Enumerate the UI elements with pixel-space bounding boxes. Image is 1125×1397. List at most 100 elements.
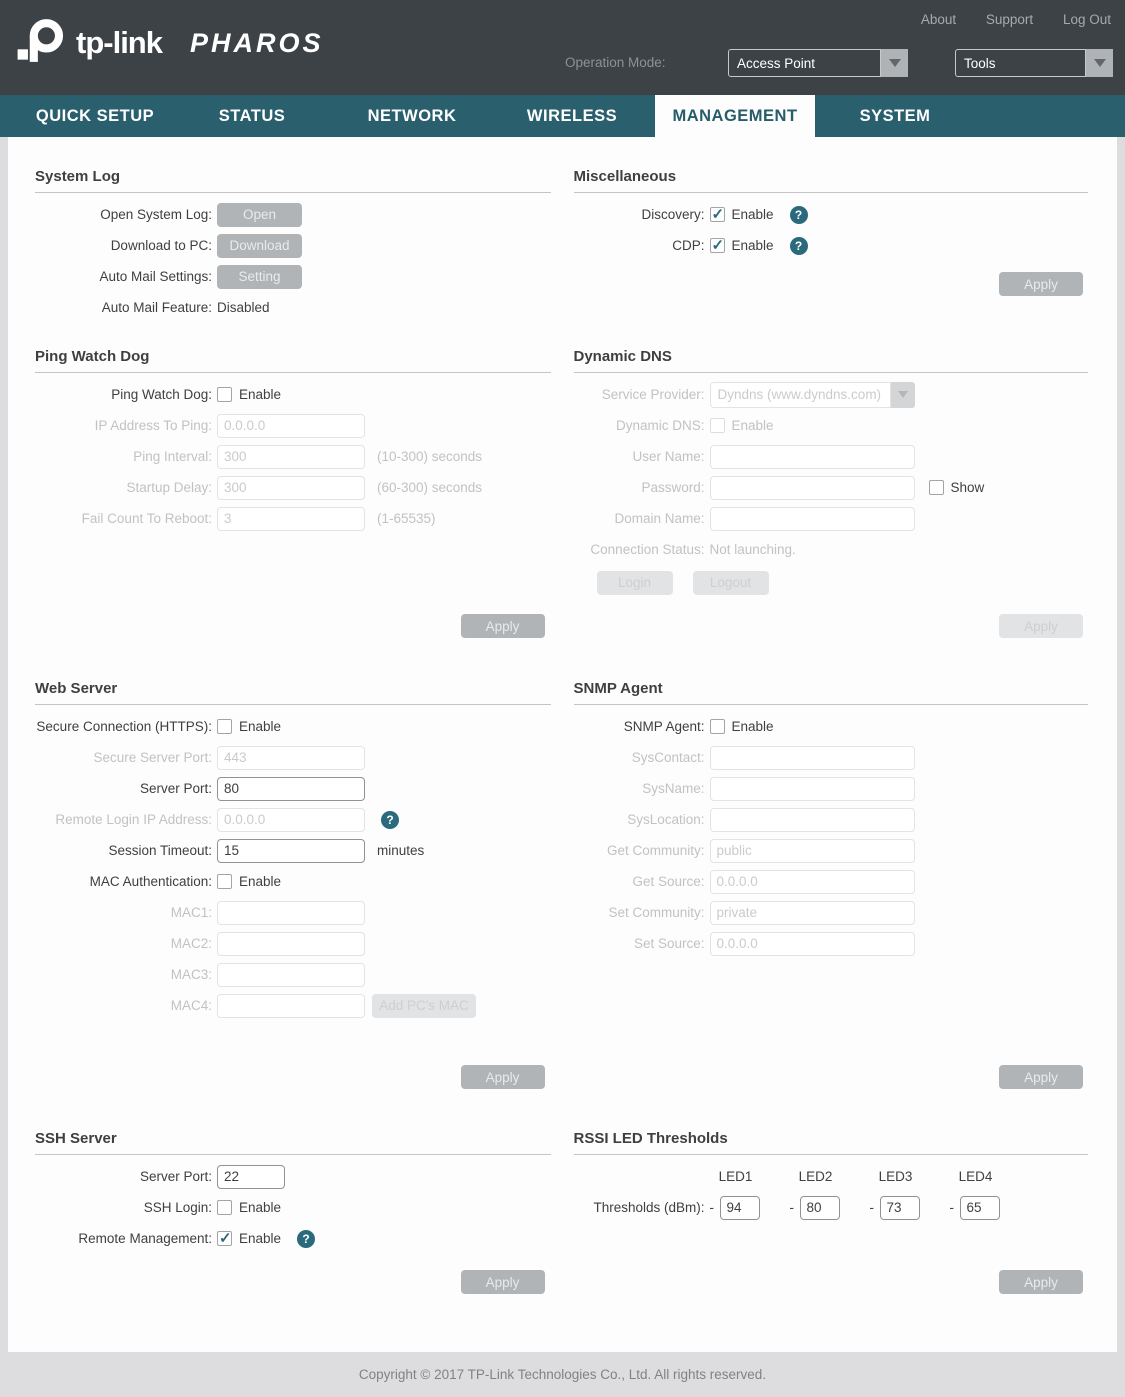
- service-provider-select[interactable]: Dyndns (www.dyndns.com): [709, 381, 915, 408]
- https-checkbox[interactable]: [217, 719, 232, 734]
- apply-button[interactable]: Apply: [460, 1065, 545, 1089]
- set-source-input[interactable]: [709, 931, 915, 956]
- get-community-input[interactable]: [709, 838, 915, 863]
- section-title: Miscellaneous: [573, 160, 1088, 193]
- tab-status[interactable]: STATUS: [218, 106, 286, 125]
- led2-threshold-input[interactable]: [799, 1195, 840, 1220]
- help-icon[interactable]: ?: [789, 236, 808, 255]
- startup-delay-input[interactable]: [217, 475, 365, 500]
- session-timeout-input[interactable]: [217, 838, 365, 863]
- field-label: Auto Mail Feature:: [101, 300, 212, 315]
- led3-threshold-input[interactable]: [879, 1195, 920, 1220]
- field-label: SysName:: [642, 781, 705, 796]
- support-link[interactable]: Support: [985, 12, 1034, 27]
- https-enable-row: Secure Connection (HTTPS): Enable: [35, 711, 551, 742]
- field-label: Secure Connection (HTTPS):: [36, 719, 212, 734]
- login-button[interactable]: Login: [596, 570, 673, 595]
- apply-button[interactable]: Apply: [460, 614, 545, 638]
- field-label: SysLocation:: [627, 812, 705, 827]
- ssh-login-checkbox[interactable]: [217, 1200, 232, 1215]
- enable-label: Enable: [239, 719, 282, 734]
- section-title: SSH Server: [35, 1122, 551, 1155]
- server-port-input[interactable]: [217, 776, 365, 801]
- field-label: User Name:: [632, 449, 705, 464]
- field-label: MAC4:: [170, 998, 212, 1013]
- apply-button[interactable]: Apply: [999, 614, 1083, 638]
- operation-mode-select[interactable]: Access Point: [728, 49, 908, 77]
- section-title: System Log: [35, 160, 551, 193]
- connection-status-value: Not launching.: [709, 542, 796, 557]
- sysname-row: SysName:: [574, 773, 1089, 804]
- cdp-checkbox[interactable]: [709, 236, 725, 254]
- main-nav: QUICK SETUP STATUS NETWORK WIRELESS MANA…: [0, 95, 1125, 137]
- cdp-row: CDP: Enable ?: [574, 230, 1089, 261]
- operation-mode-value: Access Point: [728, 49, 881, 77]
- mac4-input[interactable]: [217, 993, 365, 1018]
- remote-login-ip-input[interactable]: [217, 807, 365, 832]
- chevron-down-icon[interactable]: [890, 381, 915, 408]
- mac2-input[interactable]: [217, 931, 365, 956]
- set-community-input[interactable]: [709, 900, 915, 925]
- startup-delay-row: Startup Delay: (60-300) seconds: [35, 472, 551, 503]
- tools-select[interactable]: Tools: [955, 49, 1113, 77]
- discovery-checkbox[interactable]: [709, 205, 725, 223]
- led1-threshold-input[interactable]: [719, 1195, 760, 1220]
- tab-network[interactable]: NETWORK: [367, 106, 457, 125]
- ping-watch-dog-enable-row: Ping Watch Dog: Enable: [35, 379, 551, 410]
- fail-count-input[interactable]: [217, 506, 365, 531]
- download-button[interactable]: Download: [217, 233, 302, 258]
- apply-button[interactable]: Apply: [999, 1270, 1083, 1294]
- apply-button[interactable]: Apply: [999, 1065, 1083, 1089]
- led1-header: LED1: [718, 1169, 753, 1184]
- snmp-agent-checkbox[interactable]: [709, 719, 725, 734]
- password-input[interactable]: [709, 475, 915, 500]
- section-title: Web Server: [35, 672, 551, 705]
- syslocation-input[interactable]: [709, 807, 915, 832]
- ping-interval-input[interactable]: [217, 444, 365, 469]
- syscontact-input[interactable]: [709, 745, 915, 770]
- chevron-down-icon[interactable]: [1086, 49, 1113, 77]
- mac1-row: MAC1:: [35, 897, 551, 928]
- ssh-server-port-input[interactable]: [217, 1164, 285, 1189]
- help-icon[interactable]: ?: [789, 205, 808, 224]
- mac3-input[interactable]: [217, 962, 365, 987]
- logout-link[interactable]: Log Out: [1062, 12, 1111, 27]
- help-icon[interactable]: ?: [297, 1229, 316, 1248]
- section-ssh-server: SSH Server Server Port: SSH Login: Enabl…: [8, 1122, 563, 1352]
- add-pcs-mac-button[interactable]: Add PC's MAC: [372, 993, 476, 1018]
- help-icon[interactable]: ?: [381, 810, 399, 829]
- mac-authentication-checkbox[interactable]: [217, 874, 232, 889]
- led2-header: LED2: [798, 1169, 833, 1184]
- remote-login-ip-row: Remote Login IP Address: ?: [35, 804, 551, 835]
- tab-quick-setup[interactable]: QUICK SETUP: [35, 106, 155, 125]
- secure-server-port-input[interactable]: [217, 745, 365, 770]
- ip-address-to-ping-input[interactable]: [217, 413, 365, 438]
- led4-threshold-input[interactable]: [959, 1195, 1000, 1220]
- mac1-input[interactable]: [217, 900, 365, 925]
- show-password-checkbox[interactable]: [928, 480, 944, 495]
- show-label: Show: [950, 480, 985, 495]
- mac-authentication-row: MAC Authentication: Enable: [35, 866, 551, 897]
- chevron-down-icon[interactable]: [881, 49, 908, 77]
- minus-sign: -: [709, 1200, 715, 1215]
- sysname-input[interactable]: [709, 776, 915, 801]
- get-source-input[interactable]: [709, 869, 915, 894]
- setting-button[interactable]: Setting: [217, 264, 302, 289]
- apply-button[interactable]: Apply: [999, 272, 1083, 296]
- apply-button[interactable]: Apply: [460, 1270, 545, 1294]
- section-title: Dynamic DNS: [573, 340, 1088, 373]
- service-provider-value: Dyndns (www.dyndns.com): [709, 381, 891, 408]
- remote-management-checkbox[interactable]: [217, 1229, 232, 1247]
- dynamic-dns-checkbox[interactable]: [709, 418, 725, 433]
- logout-button[interactable]: Logout: [692, 570, 769, 595]
- tab-management[interactable]: MANAGEMENT: [655, 95, 815, 137]
- user-name-input[interactable]: [709, 444, 915, 469]
- field-label: Session Timeout:: [108, 843, 212, 858]
- remote-management-row: Remote Management: Enable ?: [35, 1223, 551, 1254]
- open-button[interactable]: Open: [217, 202, 302, 227]
- tab-wireless[interactable]: WIRELESS: [526, 106, 618, 125]
- tab-system[interactable]: SYSTEM: [859, 106, 931, 125]
- about-link[interactable]: About: [920, 12, 957, 27]
- ping-watch-dog-checkbox[interactable]: [217, 387, 232, 402]
- domain-name-input[interactable]: [709, 506, 915, 531]
